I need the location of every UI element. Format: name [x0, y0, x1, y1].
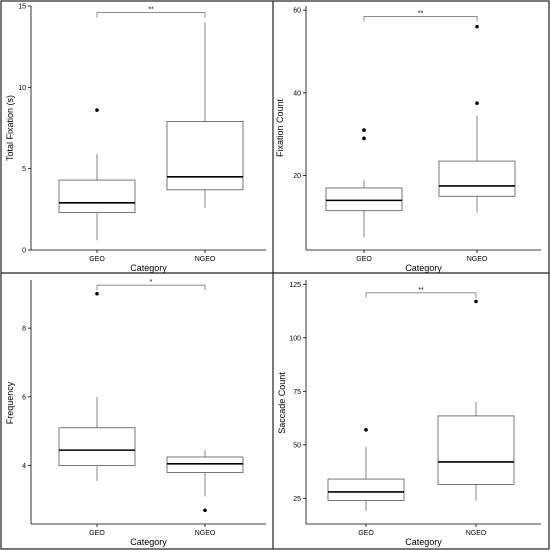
box-geo [58, 108, 136, 241]
x-tick-label: GEO [356, 256, 372, 263]
y-tick-label: 8 [22, 326, 26, 333]
iqr-box [166, 121, 244, 191]
chart-panel-4: 25 50 75 100 125 GEO NGEO Category Saccade Count… [277, 280, 541, 547]
outlier-point [362, 128, 366, 132]
x-tick-label: GEO [358, 530, 374, 537]
box-geo [325, 128, 403, 238]
significance-label: ** [418, 10, 424, 17]
box-ngeo [166, 22, 244, 208]
charts-layer: 0 5 10 15 GEO NGEO Category Total Fixation (s) *… [5, 4, 541, 547]
significance-label: ** [418, 287, 424, 294]
outlier-point [95, 291, 99, 296]
y-tick-label: 15 [18, 4, 26, 11]
y-tick-label: 0 [22, 248, 26, 255]
x-tick-label: GEO [89, 256, 105, 263]
significance-bracket [96, 284, 206, 291]
y-tick-label: 5 [22, 166, 26, 173]
y-axis-title: Total Fixation (s) [5, 95, 15, 161]
iqr-box [58, 179, 136, 213]
x-axis-title: Category [130, 537, 167, 547]
y-tick-label: 125 [289, 282, 301, 289]
outlier-point [95, 108, 99, 112]
y-axis-title: Fixation Count [275, 98, 285, 157]
iqr-box [325, 187, 403, 212]
outlier-point [203, 508, 207, 513]
y-tick-label: 75 [293, 389, 301, 396]
box-geo [58, 291, 136, 482]
box-ngeo [438, 24, 516, 213]
y-tick-label: 6 [22, 394, 26, 401]
significance-bracket [365, 292, 477, 298]
x-tick-label: NGEO [195, 530, 216, 537]
x-tick-label: NGEO [195, 256, 216, 263]
y-tick-label: 20 [293, 173, 301, 180]
x-axis-title: Category [405, 537, 442, 547]
outlier-point [362, 136, 366, 141]
iqr-box [166, 456, 244, 473]
iqr-box [327, 478, 405, 501]
outlier-point [475, 24, 479, 29]
iqr-box [437, 415, 515, 485]
y-tick-label: 4 [22, 463, 26, 470]
outlier-point [474, 299, 478, 304]
y-tick-label: 40 [293, 90, 301, 97]
y-tick-label: 60 [293, 8, 301, 15]
significance-label: * [150, 279, 153, 286]
box-ngeo [437, 299, 515, 501]
chart-panel-2: 20 40 60 GEO NGEO Category Fixation Count ** [275, 6, 541, 273]
iqr-box [438, 160, 516, 197]
y-tick-label: 100 [289, 335, 301, 342]
chart-panel-1: 0 5 10 15 GEO NGEO Category Total Fixation (s) *… [5, 4, 266, 273]
y-tick-label: 10 [18, 85, 26, 92]
y-axis-title: Saccade Count [277, 372, 287, 434]
box-ngeo [166, 450, 244, 513]
outlier-point [475, 101, 479, 105]
x-tick-label: NGEO [466, 530, 487, 537]
significance-bracket [96, 12, 206, 18]
x-tick-label: NGEO [467, 256, 488, 263]
significance-bracket [363, 15, 478, 22]
x-axis-title: Category [130, 263, 167, 273]
outlier-point [364, 428, 368, 432]
x-axis-title: Category [405, 263, 442, 273]
y-tick-label: 50 [293, 442, 301, 449]
significance-label: ** [148, 7, 154, 14]
x-tick-label: GEO [89, 530, 105, 537]
y-axis-title: Frequency [5, 381, 15, 424]
chart-panel-3: 4 6 8 GEO NGEO Category Frequency * [5, 279, 266, 547]
box-geo [327, 428, 405, 512]
y-tick-label: 25 [293, 496, 301, 503]
iqr-box [58, 427, 136, 466]
